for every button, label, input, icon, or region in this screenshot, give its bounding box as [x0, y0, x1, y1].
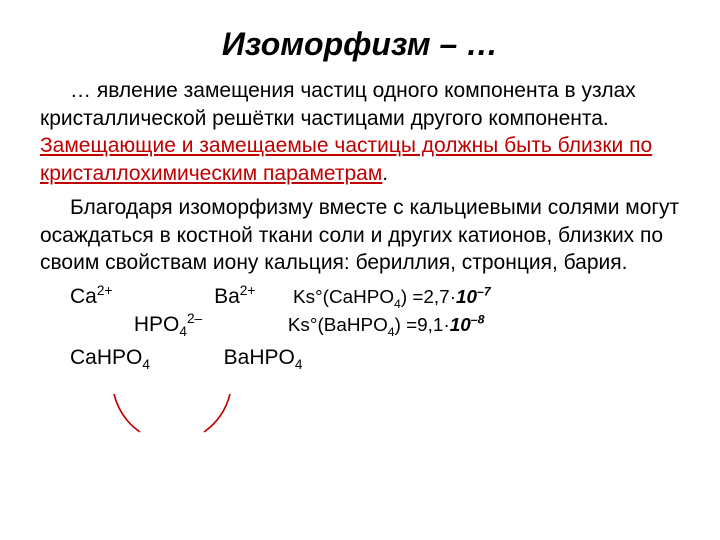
para1-plain: … явление замещения частиц одного компон…	[40, 79, 636, 130]
formula-line-3: CaHPO4 BaHPO4	[70, 344, 680, 372]
product-cahpo4: CaHPO4	[70, 346, 150, 369]
formula-line-1: Ca2+ Ba2+ Ks°(CaHPO4) =2,7·10–7	[70, 283, 680, 311]
product-bahpo4: BaHPO4	[224, 346, 303, 369]
connector-strokes	[60, 376, 320, 496]
para1-red: Замещающие и замещаемые частицы должны б…	[40, 134, 652, 185]
ion-ba: Ba2+	[214, 285, 255, 308]
slide-title: Изоморфизм – …	[40, 26, 680, 63]
slide-body: … явление замещения частиц одного компон…	[40, 77, 680, 372]
para1-tail: .	[382, 162, 388, 185]
formula-line-2: HPO42– Ks°(BaHPO4) =9,1·10–8	[70, 311, 680, 339]
ion-hpo4: HPO42–	[134, 313, 202, 336]
ion-ca: Ca2+	[70, 285, 112, 308]
ksp-ca: Ks°(CaHPO4) =2,7·10–7	[293, 287, 491, 308]
paragraph-1: … явление замещения частиц одного компон…	[40, 77, 680, 188]
ksp-ba: Ks°(BaHPO4) =9,1·10–8	[288, 315, 485, 336]
paragraph-2: Благодаря изоморфизму вместе с кальциевы…	[40, 194, 680, 277]
